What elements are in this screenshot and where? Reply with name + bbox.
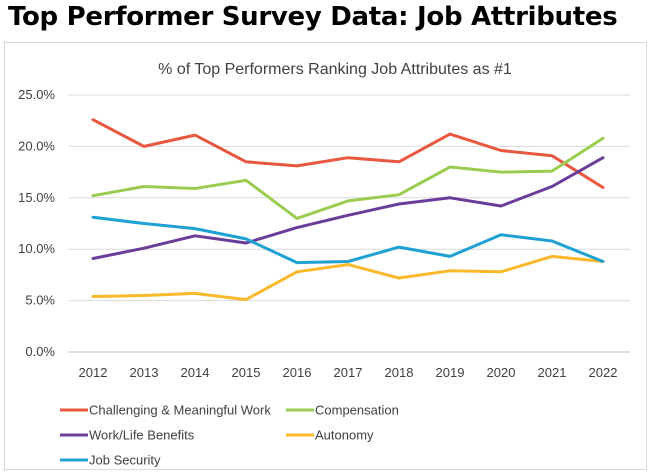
x-tick-label: 2014 xyxy=(181,365,210,380)
x-tick-label: 2012 xyxy=(79,365,108,380)
x-tick-label: 2016 xyxy=(283,365,312,380)
legend-label: Compensation xyxy=(315,403,399,418)
x-tick-label: 2017 xyxy=(334,365,363,380)
series-line xyxy=(91,215,605,265)
x-tick-label: 2013 xyxy=(130,365,159,380)
page-title: Top Performer Survey Data: Job Attribute… xyxy=(8,2,618,32)
y-tick-label: 15.0% xyxy=(18,190,55,205)
x-tick-label: 2018 xyxy=(385,365,414,380)
chart-title: % of Top Performers Ranking Job Attribut… xyxy=(158,61,512,78)
x-tick-label: 2021 xyxy=(538,365,567,380)
legend-label: Work/Life Benefits xyxy=(89,428,195,443)
y-tick-label: 10.0% xyxy=(18,241,55,256)
x-tick-label: 2022 xyxy=(589,365,618,380)
y-tick-label: 5.0% xyxy=(25,293,55,308)
y-tick-label: 20.0% xyxy=(18,138,55,153)
chart-frame xyxy=(4,42,647,470)
x-tick-label: 2020 xyxy=(487,365,516,380)
x-tick-label: 2019 xyxy=(436,365,465,380)
legend-label: Job Security xyxy=(89,453,161,468)
y-tick-label: 0.0% xyxy=(25,344,55,359)
legend-label: Autonomy xyxy=(315,428,374,443)
y-tick-label: 25.0% xyxy=(18,87,55,102)
series-line xyxy=(91,118,605,189)
x-tick-label: 2015 xyxy=(232,365,261,380)
series-line xyxy=(91,254,605,302)
series-line xyxy=(91,156,605,260)
legend-label: Challenging & Meaningful Work xyxy=(89,403,271,418)
series-line xyxy=(91,136,605,220)
